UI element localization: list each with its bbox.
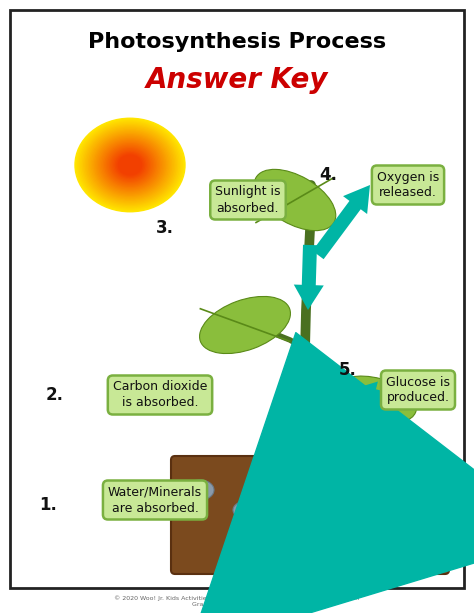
Ellipse shape <box>90 131 170 199</box>
Ellipse shape <box>107 145 154 185</box>
Ellipse shape <box>111 149 149 181</box>
Text: Water/Minerals
are absorbed.: Water/Minerals are absorbed. <box>108 485 202 514</box>
Text: Glucose is
produced.: Glucose is produced. <box>386 376 450 405</box>
Ellipse shape <box>118 155 142 175</box>
Text: Sunlight is
absorbed.: Sunlight is absorbed. <box>215 186 281 215</box>
Ellipse shape <box>334 376 417 424</box>
Ellipse shape <box>294 512 316 528</box>
Ellipse shape <box>75 118 185 211</box>
Ellipse shape <box>103 142 156 188</box>
Ellipse shape <box>84 126 176 204</box>
Ellipse shape <box>233 501 257 519</box>
Ellipse shape <box>81 123 179 207</box>
Ellipse shape <box>80 122 181 208</box>
Ellipse shape <box>317 471 343 489</box>
Ellipse shape <box>85 127 174 203</box>
FancyArrow shape <box>312 185 370 259</box>
Ellipse shape <box>186 480 214 500</box>
Ellipse shape <box>87 129 173 202</box>
Text: 4.: 4. <box>319 166 337 184</box>
FancyBboxPatch shape <box>171 456 449 574</box>
FancyBboxPatch shape <box>10 10 464 588</box>
Ellipse shape <box>364 494 396 516</box>
Text: Photosynthesis Process: Photosynthesis Process <box>88 32 386 52</box>
Ellipse shape <box>200 297 291 354</box>
Ellipse shape <box>78 121 182 209</box>
Text: 1.: 1. <box>39 496 57 514</box>
Ellipse shape <box>112 150 147 180</box>
Ellipse shape <box>91 132 168 198</box>
Ellipse shape <box>89 130 172 200</box>
Ellipse shape <box>395 530 425 550</box>
Ellipse shape <box>76 120 183 210</box>
Ellipse shape <box>94 135 165 195</box>
Ellipse shape <box>117 154 143 176</box>
Ellipse shape <box>98 137 163 192</box>
Ellipse shape <box>96 136 164 194</box>
Text: Carbon dioxide
is absorbed.: Carbon dioxide is absorbed. <box>113 381 207 409</box>
Ellipse shape <box>254 169 336 230</box>
Ellipse shape <box>82 124 177 205</box>
Ellipse shape <box>114 151 146 178</box>
Text: © 2020 Woo! Jr. Kids Activities, LLC. All Rights Reserved. Find us @ WooJr.com
G: © 2020 Woo! Jr. Kids Activities, LLC. Al… <box>114 595 360 607</box>
Text: 3.: 3. <box>156 219 174 237</box>
Ellipse shape <box>108 147 152 184</box>
Text: Answer Key: Answer Key <box>146 66 328 94</box>
Text: 5.: 5. <box>339 361 357 379</box>
FancyArrow shape <box>294 245 324 310</box>
Ellipse shape <box>109 148 151 183</box>
Ellipse shape <box>407 481 433 499</box>
Ellipse shape <box>102 141 158 189</box>
Text: Oxygen is
released.: Oxygen is released. <box>377 170 439 199</box>
Ellipse shape <box>93 134 167 196</box>
Ellipse shape <box>100 140 159 190</box>
FancyArrow shape <box>350 381 392 411</box>
FancyArrow shape <box>283 480 335 509</box>
Ellipse shape <box>105 144 155 186</box>
Ellipse shape <box>116 153 145 177</box>
Ellipse shape <box>99 139 161 191</box>
Text: 2.: 2. <box>46 386 64 404</box>
